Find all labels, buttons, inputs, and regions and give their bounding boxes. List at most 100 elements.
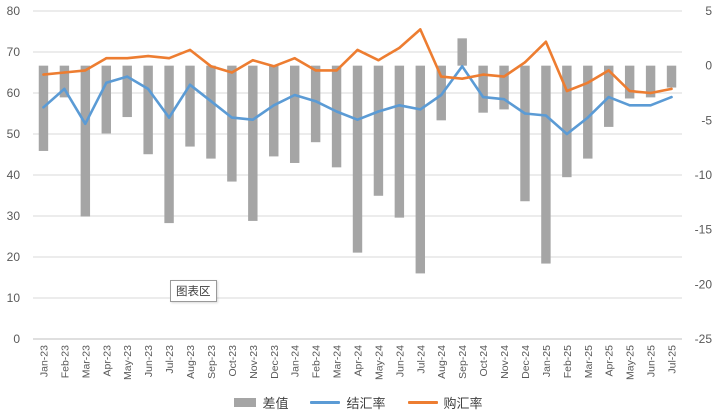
x-tick-label: Nov-23 <box>248 345 260 379</box>
point-2-Apr-25 <box>607 69 610 72</box>
point-2-Jan-24 <box>293 56 296 60</box>
y-left-tick-label: 50 <box>7 127 21 141</box>
bar-May-25 <box>624 65 635 99</box>
point-1-Jan-25 <box>544 114 548 117</box>
bar-Apr-24 <box>352 65 363 253</box>
legend-swatch-line2 <box>407 400 438 404</box>
legend-item-bar[interactable]: 差值 <box>234 393 288 412</box>
x-tick-label: Jan-24 <box>290 345 302 377</box>
x-tick-label: Oct-24 <box>478 345 490 377</box>
point-2-Nov-24 <box>502 75 506 78</box>
legend-item-line2[interactable]: 购汇率 <box>407 393 483 412</box>
bar-Jul-25 <box>666 65 677 88</box>
y-left-tick-label: 30 <box>7 209 21 223</box>
x-tick-label: Jul-23 <box>164 345 176 374</box>
x-tick-label: Mar-25 <box>583 345 595 378</box>
bar-Jun-24 <box>394 65 405 218</box>
point-1-Apr-24 <box>356 118 359 121</box>
x-tick-label: Nov-24 <box>499 345 511 379</box>
bar-Mar-25 <box>583 65 593 159</box>
point-2-Jan-25 <box>544 40 548 43</box>
x-tick-label: Mar-23 <box>80 345 92 378</box>
point-1-Apr-23 <box>105 81 108 84</box>
bar-Aug-23 <box>185 65 195 147</box>
point-2-Jul-24 <box>419 28 422 31</box>
point-2-Jun-23 <box>146 54 150 58</box>
y-right-tick-label: -15 <box>695 223 713 237</box>
y-left-tick-label: 10 <box>7 291 21 305</box>
legend-label-line2: 购汇率 <box>443 395 483 411</box>
point-2-Oct-24 <box>481 73 485 76</box>
x-tick-label: Jan-23 <box>38 345 50 377</box>
point-2-Mar-24 <box>335 69 338 72</box>
x-tick-label: Jun-23 <box>143 345 155 377</box>
x-tick-label: Sep-23 <box>206 345 218 379</box>
x-tick-label: Jul-25 <box>667 345 679 374</box>
point-1-Mar-24 <box>335 110 338 113</box>
point-1-Feb-24 <box>314 100 317 103</box>
bar-Feb-25 <box>562 65 572 178</box>
point-2-Oct-23 <box>230 71 234 74</box>
bar-May-24 <box>373 65 384 196</box>
x-tick-label: Sep-24 <box>457 345 469 379</box>
bar-series <box>38 38 677 274</box>
point-2-Jul-23 <box>167 56 171 60</box>
y-right-tick-label: -20 <box>695 277 713 291</box>
y-right-tick-label: -25 <box>695 332 713 346</box>
point-1-Dec-24 <box>523 112 527 115</box>
point-1-Sep-24 <box>460 65 464 68</box>
x-tick-label: May-24 <box>373 345 385 380</box>
point-1-Aug-24 <box>440 93 443 97</box>
bar-Feb-24 <box>310 65 321 143</box>
y-left-tick-label: 40 <box>7 168 21 182</box>
x-tick-label: Apr-25 <box>604 345 616 377</box>
legend-item-line1[interactable]: 结汇率 <box>310 393 386 412</box>
point-2-Jul-25 <box>670 87 673 91</box>
bar-Dec-23 <box>269 65 279 157</box>
bar-Feb-23 <box>59 65 70 98</box>
point-2-Aug-23 <box>188 48 192 52</box>
point-2-Jun-24 <box>398 46 401 50</box>
point-1-Nov-24 <box>502 97 506 101</box>
y-left-tick-label: 0 <box>13 332 20 346</box>
legend-label-bar: 差值 <box>262 395 289 411</box>
point-1-Jun-25 <box>649 104 652 107</box>
bar-Sep-24 <box>457 38 467 66</box>
legend-label-line1: 结汇率 <box>346 395 386 411</box>
point-2-Sep-23 <box>209 65 213 68</box>
bar-Jul-23 <box>164 65 174 224</box>
point-2-Jan-23 <box>42 73 45 76</box>
point-1-Mar-25 <box>586 116 589 119</box>
y-left-tick-label: 70 <box>7 45 21 59</box>
bar-Dec-24 <box>520 65 530 202</box>
point-1-Oct-24 <box>481 95 485 99</box>
point-1-Jan-24 <box>293 93 296 97</box>
y-right-tick-label: 5 <box>705 4 712 18</box>
x-tick-label: Apr-23 <box>101 345 113 377</box>
legend-swatch-bar <box>234 397 257 407</box>
y-right-tick-label: -10 <box>695 168 713 182</box>
x-tick-label: May-23 <box>122 345 134 380</box>
point-1-May-25 <box>628 104 631 107</box>
x-tick-label: Aug-24 <box>436 345 448 379</box>
point-1-Jun-23 <box>146 87 150 91</box>
point-2-Sep-24 <box>460 77 464 80</box>
bar-Jun-25 <box>645 65 656 98</box>
point-2-Apr-23 <box>105 56 108 60</box>
point-2-Mar-23 <box>84 69 87 72</box>
x-tick-label: Feb-23 <box>59 345 71 378</box>
bar-Apr-23 <box>101 65 111 134</box>
point-1-Apr-25 <box>607 95 610 99</box>
bar-Jun-23 <box>143 65 153 155</box>
point-2-Dec-24 <box>523 61 527 64</box>
point-1-May-24 <box>377 110 380 113</box>
x-tick-label: Jul-24 <box>415 345 427 374</box>
bar-Mar-23 <box>80 65 91 217</box>
point-1-Jun-24 <box>398 104 401 107</box>
x-tick-label: Feb-25 <box>562 345 574 378</box>
bar-Nov-24 <box>499 65 509 110</box>
legend-swatch-line1 <box>310 400 341 404</box>
point-1-Mar-23 <box>84 122 87 125</box>
bar-Jul-24 <box>415 65 426 274</box>
x-tick-label: Aug-23 <box>185 345 197 379</box>
